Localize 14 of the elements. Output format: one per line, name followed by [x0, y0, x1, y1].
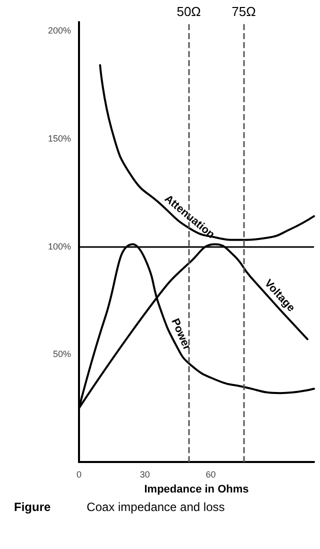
y-tick-label: 100%: [48, 241, 71, 252]
x-tick-label: 60: [206, 470, 216, 480]
y-tick-label: 50%: [52, 349, 71, 360]
y-tick-label: 200%: [48, 26, 71, 36]
ref-line-label: 75Ω: [232, 4, 256, 19]
text: Power: [168, 316, 194, 353]
x-tick-label: 30: [140, 470, 150, 480]
x-axis-title: Impedance in Ohms: [144, 484, 249, 496]
text: Figure: [14, 500, 51, 514]
line-series: [99, 64, 315, 241]
text: Coax impedance and loss: [86, 500, 225, 514]
ref-line-label: 50Ω: [176, 4, 202, 19]
x-tick-label: 0: [76, 470, 82, 480]
y-tick-label: 150%: [48, 133, 71, 144]
